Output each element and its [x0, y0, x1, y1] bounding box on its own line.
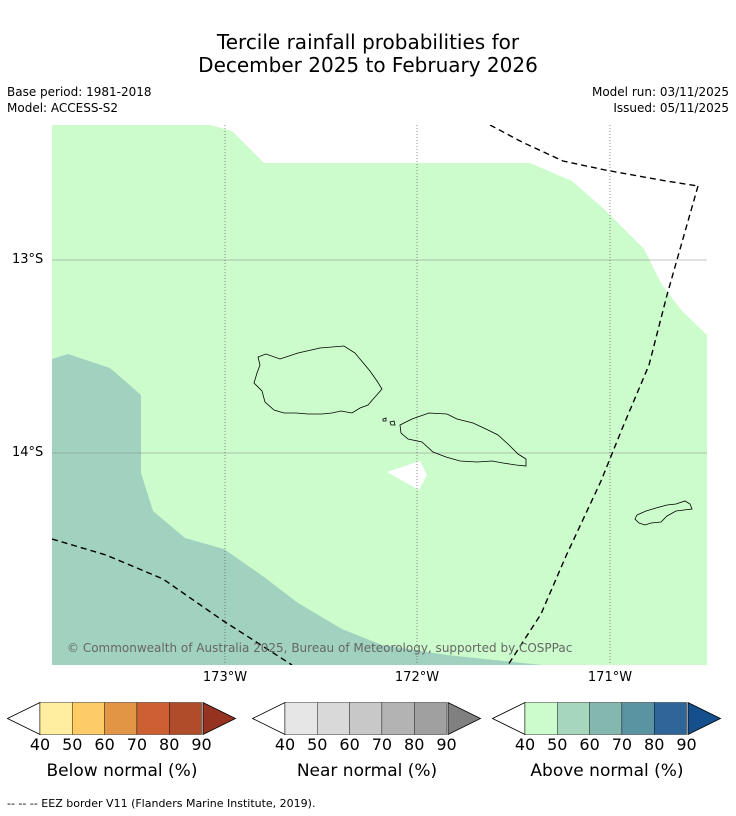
tick-label: 40	[29, 735, 51, 754]
map-svg	[52, 125, 707, 665]
tick-label: 50	[307, 735, 328, 754]
map-area	[52, 125, 707, 665]
cbar-near-bin	[317, 702, 350, 735]
cbar-near-bin	[381, 702, 415, 735]
cbar-above-low	[492, 702, 526, 735]
meta-left: Base period: 1981-2018 Model: ACCESS-S2	[7, 84, 152, 116]
lat-label-13s: 13°S	[12, 252, 44, 267]
cbar-below-bin	[136, 702, 170, 735]
tick-label: 90	[191, 735, 212, 754]
colorbar-below	[7, 702, 237, 735]
lon-label-171w: 171°W	[587, 670, 633, 685]
eez-border-north	[489, 125, 699, 187]
cbar-above-bin	[621, 702, 655, 735]
tick-label: 50	[547, 735, 568, 754]
lon-label-173w: 173°W	[202, 670, 248, 685]
tutuila-island	[634, 500, 693, 526]
tick-label: 40	[274, 735, 296, 754]
meta-right: Model run: 03/11/2025 Issued: 05/11/2025	[592, 84, 729, 116]
title-line-1: Tercile rainfall probabilities for	[216, 30, 520, 54]
map-title: Tercile rainfall probabilities for Decem…	[0, 31, 736, 77]
cbar-below-low	[7, 702, 41, 735]
cbar-below-bin	[104, 702, 138, 735]
eez-border-east	[507, 185, 699, 665]
lat-label-14s: 14°S	[12, 445, 44, 460]
cbar-above-bin	[589, 702, 623, 735]
tick-label: 50	[62, 735, 83, 754]
cbar-above-bin	[557, 702, 590, 735]
legend-label-near: Near normal (%)	[296, 761, 438, 781]
issued-date: Issued: 05/11/2025	[613, 101, 729, 115]
model-run: Model run: 03/11/2025	[591, 85, 729, 99]
tick-label: 90	[436, 735, 457, 754]
tick-label: 40	[514, 735, 536, 754]
savaii-island	[253, 345, 383, 415]
cbar-below-bin	[39, 702, 73, 735]
title-line-2: December 2025 to February 2026	[198, 53, 538, 77]
base-period: Base period: 1981-2018	[7, 85, 152, 99]
colorbar-near	[252, 702, 482, 735]
cbar-below-high	[202, 702, 237, 735]
legend-label-below: Below normal (%)	[46, 761, 198, 781]
tick-label: 70	[126, 735, 148, 754]
cbar-near-bin	[284, 702, 318, 735]
tick-label: 90	[676, 735, 697, 754]
tick-label: 80	[159, 735, 180, 754]
tick-label: 60	[339, 735, 360, 754]
cbar-below-bin	[168, 702, 202, 735]
tick-label: 70	[371, 735, 393, 754]
tick-label: 80	[404, 735, 425, 754]
cbar-near-high	[447, 702, 482, 735]
lon-label-172w: 172°W	[394, 670, 440, 685]
colorbar-above	[492, 702, 722, 735]
cbar-above-bin	[524, 702, 558, 735]
model-name: Model: ACCESS-S2	[7, 101, 119, 115]
cbar-above-bin	[653, 702, 687, 735]
cbar-above-high	[687, 702, 722, 735]
apolima-islet	[382, 417, 387, 422]
cbar-near-low	[252, 702, 286, 735]
tick-label: 80	[644, 735, 665, 754]
cbar-near-bin	[349, 702, 383, 735]
copyright-text: © Commonwealth of Australia 2025, Bureau…	[67, 641, 573, 655]
tick-label: 60	[579, 735, 600, 754]
upolu-island	[399, 412, 527, 467]
tick-label: 70	[611, 735, 633, 754]
manono-islet	[389, 420, 396, 426]
eez-footnote: -- -- -- EEZ border V11 (Flanders Marine…	[7, 797, 316, 810]
tick-label: 60	[94, 735, 115, 754]
cbar-near-bin	[413, 702, 447, 735]
legend-label-above: Above normal (%)	[530, 761, 684, 781]
cbar-below-bin	[72, 702, 105, 735]
